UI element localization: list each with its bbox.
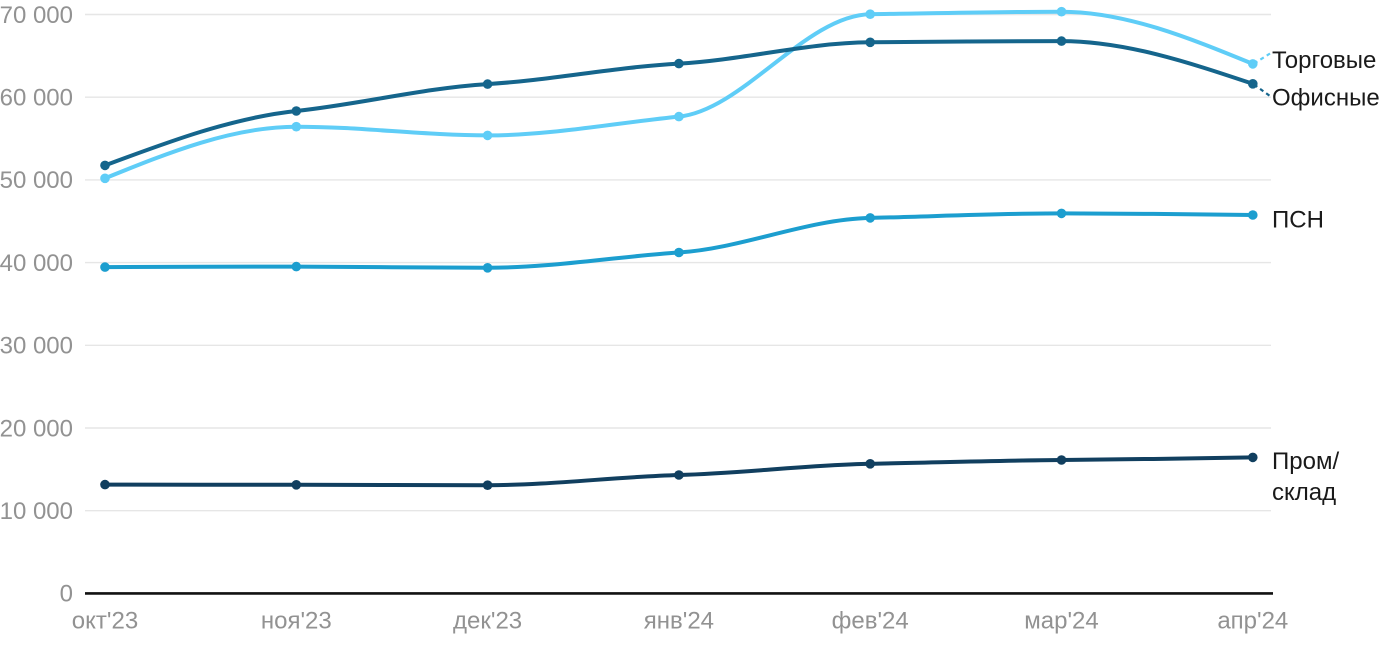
svg-text:ПСН: ПСН — [1272, 207, 1324, 234]
svg-text:30 000: 30 000 — [0, 333, 73, 360]
svg-text:0: 0 — [60, 581, 73, 608]
svg-text:ноя'23: ноя'23 — [261, 608, 332, 635]
svg-text:Торговые: Торговые — [1272, 47, 1376, 74]
svg-text:50 000: 50 000 — [0, 167, 73, 194]
svg-text:10 000: 10 000 — [0, 498, 73, 525]
svg-text:окт'23: окт'23 — [72, 608, 138, 635]
svg-text:склад: склад — [1272, 479, 1336, 506]
svg-text:60 000: 60 000 — [0, 85, 73, 112]
svg-text:янв'24: янв'24 — [644, 608, 714, 635]
svg-text:Пром/: Пром/ — [1272, 448, 1339, 475]
svg-text:40 000: 40 000 — [0, 250, 73, 277]
svg-text:70 000: 70 000 — [0, 2, 73, 29]
svg-text:мар'24: мар'24 — [1024, 608, 1098, 635]
svg-text:фев'24: фев'24 — [832, 608, 909, 635]
svg-text:Офисные: Офисные — [1272, 84, 1380, 111]
svg-text:20 000: 20 000 — [0, 415, 73, 442]
svg-text:дек'23: дек'23 — [453, 608, 522, 635]
svg-text:апр'24: апр'24 — [1217, 608, 1288, 635]
